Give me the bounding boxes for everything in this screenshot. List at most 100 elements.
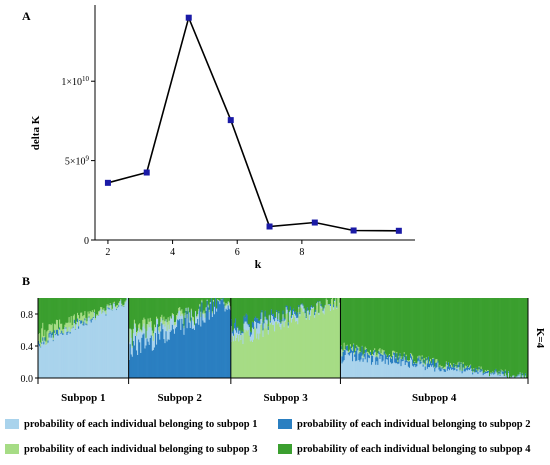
membership-segment [457, 362, 459, 365]
membership-segment [174, 328, 177, 378]
membership-segment [276, 310, 278, 312]
membership-segment [129, 344, 132, 378]
membership-segment [252, 339, 255, 378]
membership-segment [222, 298, 224, 378]
membership-segment [241, 333, 243, 335]
membership-segment [227, 305, 230, 378]
membership-segment [62, 329, 64, 334]
membership-segment [75, 298, 78, 322]
membership-segment [236, 298, 238, 328]
membership-segment [145, 345, 147, 378]
membership-segment [87, 298, 89, 312]
membership-segment [393, 352, 395, 355]
membership-segment [456, 368, 458, 372]
membership-segment [187, 311, 190, 378]
membership-segment [115, 298, 118, 306]
membership-segment [269, 320, 272, 323]
membership-segment [78, 328, 80, 378]
membership-segment [239, 329, 241, 331]
membership-segment [88, 313, 90, 317]
membership-segment [70, 328, 73, 378]
membership-segment [321, 308, 323, 378]
membership-segment [223, 304, 225, 378]
membership-segment [162, 298, 164, 321]
membership-segment [382, 360, 384, 378]
membership-segment [498, 371, 500, 374]
data-point [395, 227, 402, 234]
x-axis-label: k [255, 257, 262, 271]
membership-segment [62, 298, 64, 330]
membership-segment [44, 329, 46, 338]
membership-segment [379, 298, 381, 349]
panel-a-label: A [22, 9, 31, 23]
membership-segment [389, 298, 392, 357]
membership-segment [326, 300, 329, 378]
membership-segment [380, 355, 382, 378]
membership-segment [59, 298, 61, 320]
membership-segment [320, 308, 322, 378]
membership-segment [169, 331, 172, 378]
membership-segment [373, 351, 375, 355]
membership-segment [118, 306, 120, 378]
membership-segment [394, 352, 396, 363]
membership-segment [86, 324, 88, 326]
membership-segment [260, 318, 262, 325]
membership-segment [272, 319, 275, 325]
membership-segment [199, 305, 201, 307]
membership-segment [170, 318, 173, 320]
membership-segment [97, 298, 99, 315]
membership-segment [131, 347, 134, 357]
membership-segment [150, 298, 153, 322]
membership-segment [112, 298, 115, 303]
membership-segment [84, 311, 86, 319]
membership-segment [159, 298, 161, 327]
membership-segment [389, 357, 392, 363]
membership-segment [177, 298, 179, 314]
x-tick-label: 8 [299, 247, 304, 258]
membership-segment [416, 298, 418, 364]
membership-segment [406, 360, 409, 362]
membership-segment [202, 314, 204, 321]
membership-segment [46, 343, 48, 378]
membership-segment [384, 354, 387, 364]
membership-segment [133, 319, 136, 324]
membership-segment [420, 360, 422, 362]
membership-segment [289, 315, 292, 378]
membership-segment [411, 298, 413, 354]
membership-segment [102, 298, 104, 310]
membership-segment [227, 301, 230, 306]
membership-segment [270, 309, 273, 315]
membership-segment [243, 315, 245, 324]
membership-segment [295, 315, 297, 322]
membership-segment [254, 318, 256, 322]
membership-segment [82, 316, 84, 325]
membership-segment [73, 298, 76, 315]
membership-segment [398, 355, 400, 358]
membership-segment [435, 359, 437, 363]
membership-segment [75, 324, 78, 378]
membership-segment [92, 298, 95, 313]
membership-segment [463, 371, 466, 378]
membership-segment [130, 354, 133, 378]
membership-segment [520, 298, 523, 378]
membership-segment [329, 303, 332, 306]
membership-segment [159, 339, 161, 378]
membership-segment [142, 334, 144, 378]
membership-segment [314, 317, 316, 378]
membership-segment [388, 354, 391, 355]
membership-segment [197, 316, 199, 319]
membership-segment [489, 298, 491, 377]
membership-segment [94, 318, 97, 320]
membership-segment [80, 312, 82, 321]
membership-segment [157, 318, 159, 320]
membership-segment [352, 350, 354, 362]
membership-segment [423, 359, 426, 364]
membership-segment [366, 352, 369, 363]
membership-segment [405, 362, 408, 378]
membership-segment [509, 298, 511, 378]
membership-segment [177, 315, 179, 320]
membership-segment [149, 338, 152, 378]
membership-segment [491, 298, 493, 373]
membership-segment [39, 343, 41, 347]
membership-segment [495, 368, 497, 372]
